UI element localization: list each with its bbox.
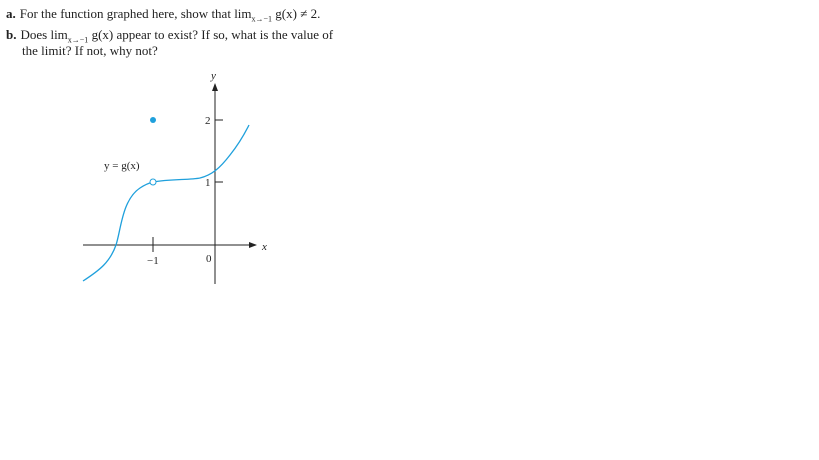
text: For the function graphed here, show that…	[19, 6, 252, 21]
curve	[82, 124, 250, 282]
tick-label: −1	[147, 255, 159, 267]
text: g(x) appear to exist? If so, what is the…	[91, 27, 334, 42]
subscript: x→−1	[251, 14, 273, 24]
label: a.	[6, 6, 16, 21]
filled-point	[150, 117, 156, 123]
label: b.	[6, 27, 17, 42]
y-axis-label: y	[210, 70, 216, 82]
text: g(x) ≠ 2.	[275, 6, 321, 21]
text: Does lim	[20, 27, 68, 42]
problem-b: b. Does limx→−1 g(x) appear to exist? If …	[6, 27, 333, 45]
problem-b-continued: the limit? If not, why not?	[22, 43, 158, 59]
open-point	[149, 178, 157, 186]
curve-label: y = g(x)	[104, 160, 140, 172]
x-axis-label: x	[261, 241, 267, 253]
tick-label: 1	[205, 177, 211, 189]
text: the limit? If not, why not?	[22, 43, 158, 58]
problem-a: a. For the function graphed here, show th…	[6, 6, 320, 24]
tick-label: 2	[205, 115, 211, 127]
tick-label: 0	[206, 253, 212, 265]
subscript: x→−1	[67, 35, 89, 45]
